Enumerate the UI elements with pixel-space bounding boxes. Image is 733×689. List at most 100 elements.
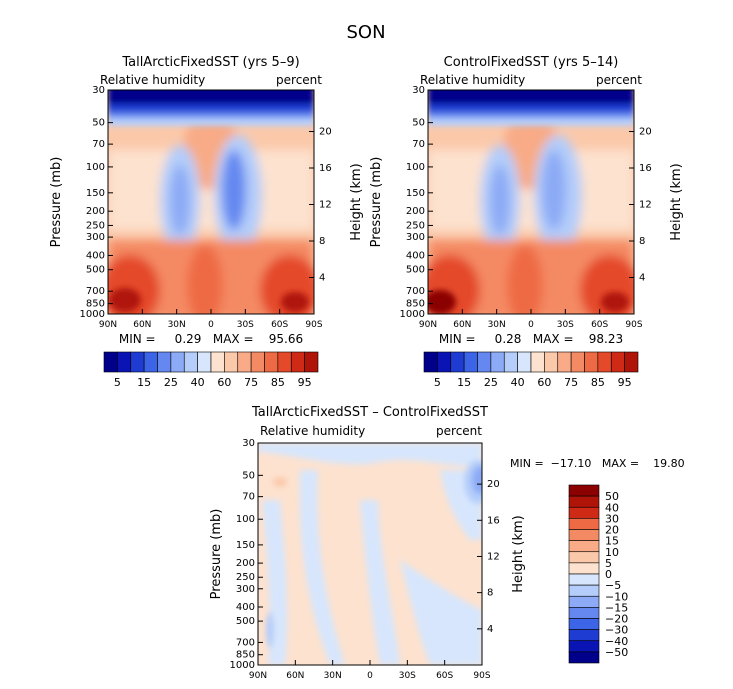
y2-tick-label: 8 xyxy=(319,236,325,247)
left-label: Relative humidity xyxy=(100,73,205,87)
right-label: percent xyxy=(436,424,482,438)
stats-text: MIN = 0.29 MAX = 95.66 xyxy=(119,332,303,346)
colorbar-swatch xyxy=(568,506,600,519)
y-axis-label: Pressure (mb) xyxy=(209,509,224,600)
y-tick-label: 70 xyxy=(92,139,105,150)
x-tick-label: 0 xyxy=(528,320,534,330)
y-tick-label: 250 xyxy=(236,572,255,583)
x-tick-label: 60N xyxy=(453,320,471,330)
colorbar-label: −15 xyxy=(605,601,628,614)
colorbar-swatch xyxy=(624,351,639,373)
colorbar-label: −5 xyxy=(605,579,621,592)
colorbar-swatch xyxy=(530,351,545,373)
y2-tick-label: 12 xyxy=(639,199,652,210)
colorbar-swatch xyxy=(584,351,599,373)
colorbar-swatch xyxy=(477,351,492,373)
y-tick-label: 150 xyxy=(236,540,255,551)
y-tick-label: 850 xyxy=(236,650,255,661)
stats-text: MIN = −17.10 MAX = 19.80 xyxy=(510,457,685,470)
y-tick-label: 150 xyxy=(406,188,425,199)
colorbar-label: −30 xyxy=(605,624,628,637)
x-tick-label: 90S xyxy=(625,320,642,330)
colorbar-swatch xyxy=(610,351,625,373)
x-tick-label: 90S xyxy=(473,671,490,681)
panel-title: TallArcticFixedSST – ControlFixedSST xyxy=(251,405,488,420)
colorbar-label: 60 xyxy=(217,376,231,389)
colorbar-swatch xyxy=(568,629,600,642)
x-tick-label: 30S xyxy=(237,320,254,330)
axes: 1000850700500400300250200150100705030481… xyxy=(230,438,500,681)
y-tick-label: 400 xyxy=(86,250,105,261)
y-tick-label: 100 xyxy=(86,162,105,173)
colorbar-label: 10 xyxy=(605,546,619,559)
y2-tick-label: 16 xyxy=(487,515,500,526)
panel-difference: TallArcticFixedSST – ControlFixedSST Rel… xyxy=(209,405,685,681)
colorbar-swatch xyxy=(103,351,118,373)
colorbar-label: 25 xyxy=(484,376,498,389)
y2-tick-label: 16 xyxy=(319,163,332,174)
colorbar-label: 85 xyxy=(271,376,285,389)
page-title: SON xyxy=(346,22,385,43)
axes: 1000850700500400300250200150100705030481… xyxy=(80,85,332,330)
colorbar-swatch xyxy=(290,351,305,373)
x-tick-label: 30S xyxy=(557,320,574,330)
colorbar-swatch xyxy=(568,584,600,597)
x-tick-label: 60S xyxy=(436,671,453,681)
y-tick-label: 250 xyxy=(406,220,425,231)
y-tick-label: 500 xyxy=(86,265,105,276)
y2-tick-label: 16 xyxy=(639,163,652,174)
colorbar-label: −10 xyxy=(605,590,628,603)
colorbar-swatch xyxy=(568,640,600,653)
y-tick-label: 850 xyxy=(406,299,425,310)
y2-axis-label: Height (km) xyxy=(349,163,364,240)
y2-tick-label: 4 xyxy=(639,272,645,283)
colorbar-label: 40 xyxy=(605,501,619,514)
y-tick-label: 100 xyxy=(406,162,425,173)
y-tick-label: 30 xyxy=(92,85,105,96)
y-tick-label: 1000 xyxy=(400,309,425,320)
colorbar-label: 40 xyxy=(511,376,525,389)
colorbar-swatch xyxy=(250,351,265,373)
x-tick-label: 90N xyxy=(99,320,117,330)
y-tick-label: 500 xyxy=(236,616,255,627)
colorbar-label: −40 xyxy=(605,635,628,648)
colorbar-label: 40 xyxy=(191,376,205,389)
colorbar-swatch xyxy=(117,351,132,373)
y-tick-label: 200 xyxy=(236,558,255,569)
colorbar-swatch xyxy=(450,351,465,373)
x-tick-label: 0 xyxy=(367,671,373,681)
colorbar-swatch xyxy=(463,351,478,373)
colorbar-swatch xyxy=(568,562,600,575)
colorbar-swatch xyxy=(517,351,532,373)
y-tick-label: 50 xyxy=(92,118,105,129)
y-tick-label: 700 xyxy=(236,637,255,648)
colorbar-swatch xyxy=(568,573,600,586)
colorbar-swatch xyxy=(570,351,585,373)
colorbar-label: 85 xyxy=(591,376,605,389)
colorbar-label: 95 xyxy=(298,376,312,389)
colorbar-swatch xyxy=(568,529,600,541)
colorbar-swatch xyxy=(597,351,612,373)
y2-tick-label: 20 xyxy=(319,126,332,137)
y-tick-label: 400 xyxy=(406,250,425,261)
right-label: percent xyxy=(276,73,322,87)
colorbar-swatch xyxy=(423,351,438,373)
contour-field xyxy=(108,90,314,314)
colorbar-swatch xyxy=(224,351,239,373)
colorbar-label: 50 xyxy=(605,490,619,503)
y-tick-label: 300 xyxy=(406,232,425,243)
right-label: percent xyxy=(596,73,642,87)
colorbar-swatch xyxy=(544,351,559,373)
y2-tick-label: 4 xyxy=(487,624,493,635)
y-tick-label: 200 xyxy=(406,206,425,217)
colorbar-swatch xyxy=(183,351,198,373)
x-tick-label: 90N xyxy=(419,320,437,330)
colorbar-swatch xyxy=(237,351,252,373)
y-tick-label: 30 xyxy=(412,85,425,96)
y2-axis-label: Height (km) xyxy=(669,163,684,240)
colorbar-swatch xyxy=(568,484,600,497)
y2-tick-label: 12 xyxy=(487,551,500,562)
colorbar-swatch xyxy=(170,351,185,373)
left-label: Relative humidity xyxy=(420,73,525,87)
y-tick-label: 30 xyxy=(242,438,255,449)
